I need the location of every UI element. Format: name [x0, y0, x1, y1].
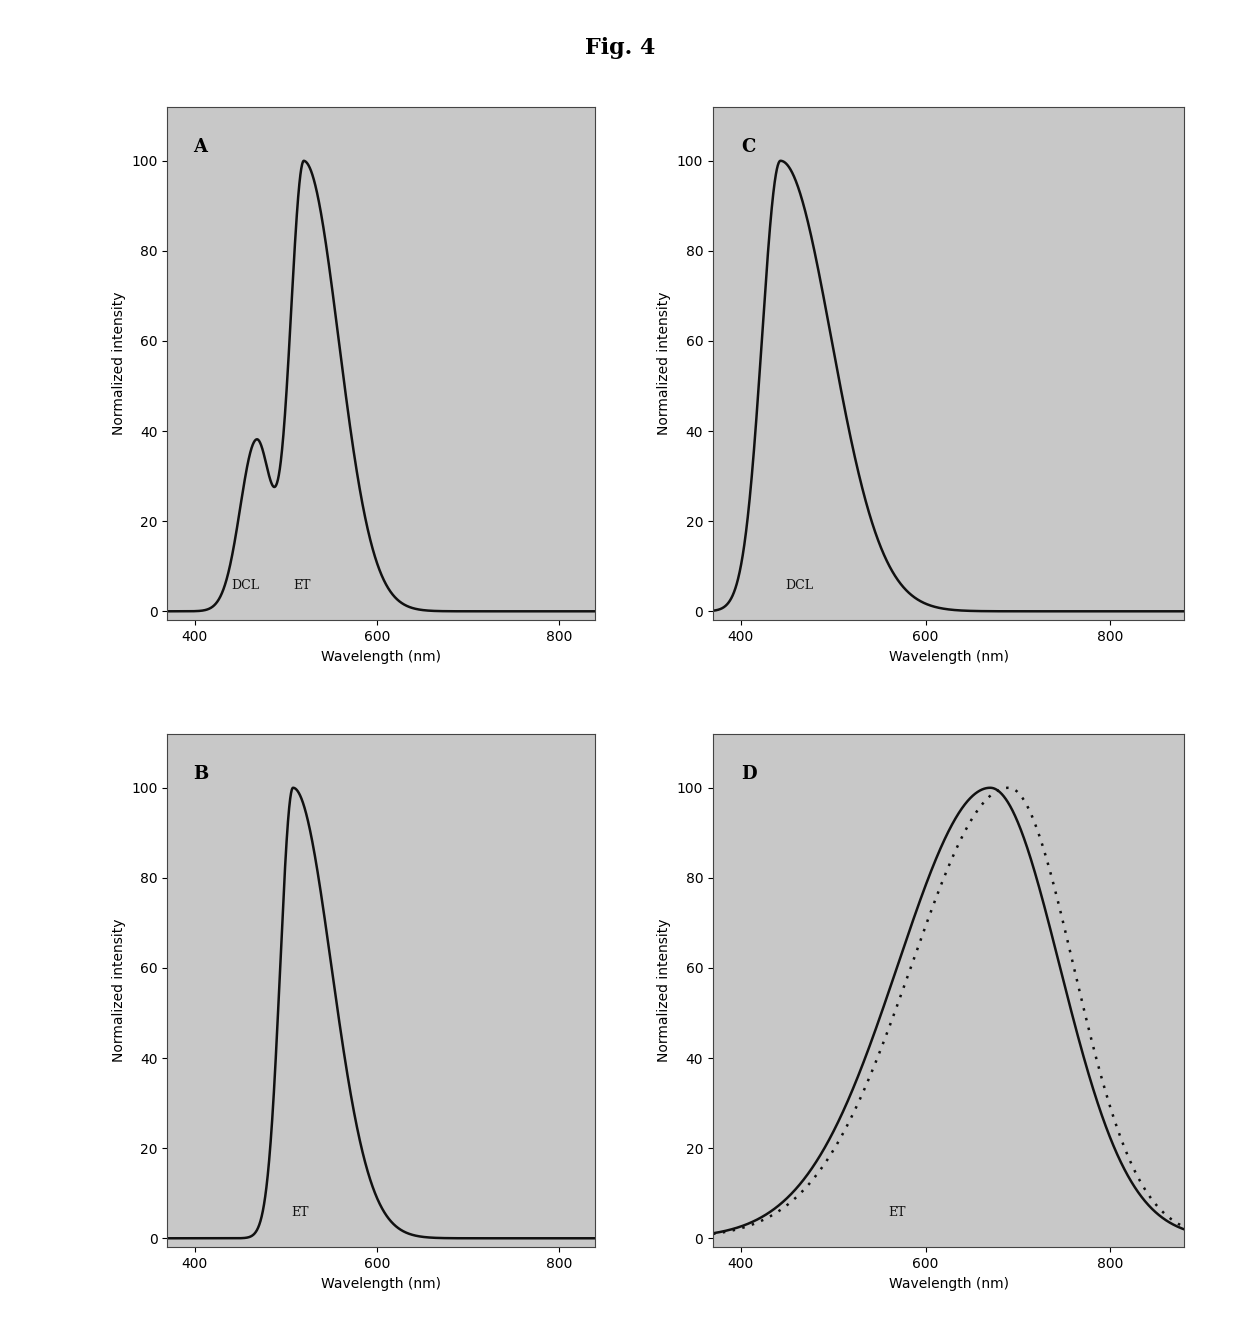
X-axis label: Wavelength (nm): Wavelength (nm)	[889, 650, 1008, 663]
Text: ET: ET	[293, 579, 310, 592]
Y-axis label: Normalized intensity: Normalized intensity	[112, 292, 125, 435]
Text: ET: ET	[291, 1206, 309, 1219]
Y-axis label: Normalized intensity: Normalized intensity	[112, 919, 125, 1062]
Text: D: D	[742, 764, 756, 783]
Y-axis label: Normalized intensity: Normalized intensity	[657, 919, 671, 1062]
Text: DCL: DCL	[785, 579, 813, 592]
Text: Fig. 4: Fig. 4	[585, 37, 655, 59]
X-axis label: Wavelength (nm): Wavelength (nm)	[321, 1277, 441, 1290]
Text: C: C	[742, 137, 755, 156]
X-axis label: Wavelength (nm): Wavelength (nm)	[321, 650, 441, 663]
Text: A: A	[193, 137, 207, 156]
Text: ET: ET	[889, 1206, 906, 1219]
Text: B: B	[193, 764, 208, 783]
X-axis label: Wavelength (nm): Wavelength (nm)	[889, 1277, 1008, 1290]
Y-axis label: Normalized intensity: Normalized intensity	[657, 292, 671, 435]
Text: DCL: DCL	[231, 579, 259, 592]
